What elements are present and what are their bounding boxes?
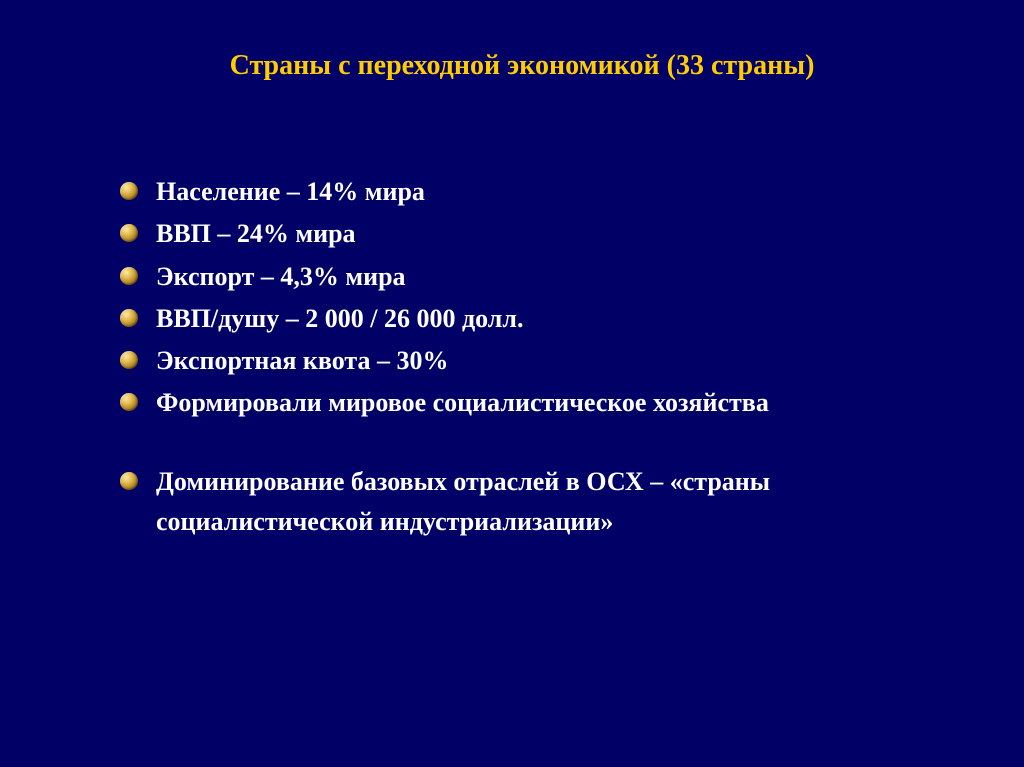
bullet-icon (120, 393, 138, 411)
list-item: Доминирование базовых отраслей в ОСХ – «… (120, 462, 964, 543)
slide: Страны с переходной экономикой (33 стран… (0, 0, 1024, 767)
bullet-icon (120, 224, 138, 242)
bullet-icon (120, 472, 138, 490)
bullet-list: Население – 14% мира ВВП – 24% мира Эксп… (120, 172, 964, 542)
list-item-text: Экспортная квота – 30% (156, 346, 449, 375)
slide-title: Страны с переходной экономикой (33 стран… (80, 50, 964, 82)
bullet-icon (120, 351, 138, 369)
bullet-icon (120, 182, 138, 200)
list-item-text: Формировали мировое социалистическое хоз… (156, 388, 769, 417)
list-item-text: Население – 14% мира (156, 177, 425, 206)
list-item: ВВП/душу – 2 000 / 26 000 долл. (120, 299, 964, 339)
list-item: Экспортная квота – 30% (120, 341, 964, 381)
list-item-text: ВВП – 24% мира (156, 219, 356, 248)
list-item: ВВП – 24% мира (120, 214, 964, 254)
bullet-icon (120, 267, 138, 285)
list-item: Население – 14% мира (120, 172, 964, 212)
list-item-text: Доминирование базовых отраслей в ОСХ – «… (156, 467, 770, 536)
list-item: Формировали мировое социалистическое хоз… (120, 383, 964, 423)
list-item-text: Экспорт – 4,3% мира (156, 262, 406, 291)
list-item-text: ВВП/душу – 2 000 / 26 000 долл. (156, 304, 523, 333)
list-item: Экспорт – 4,3% мира (120, 257, 964, 297)
bullet-icon (120, 309, 138, 327)
